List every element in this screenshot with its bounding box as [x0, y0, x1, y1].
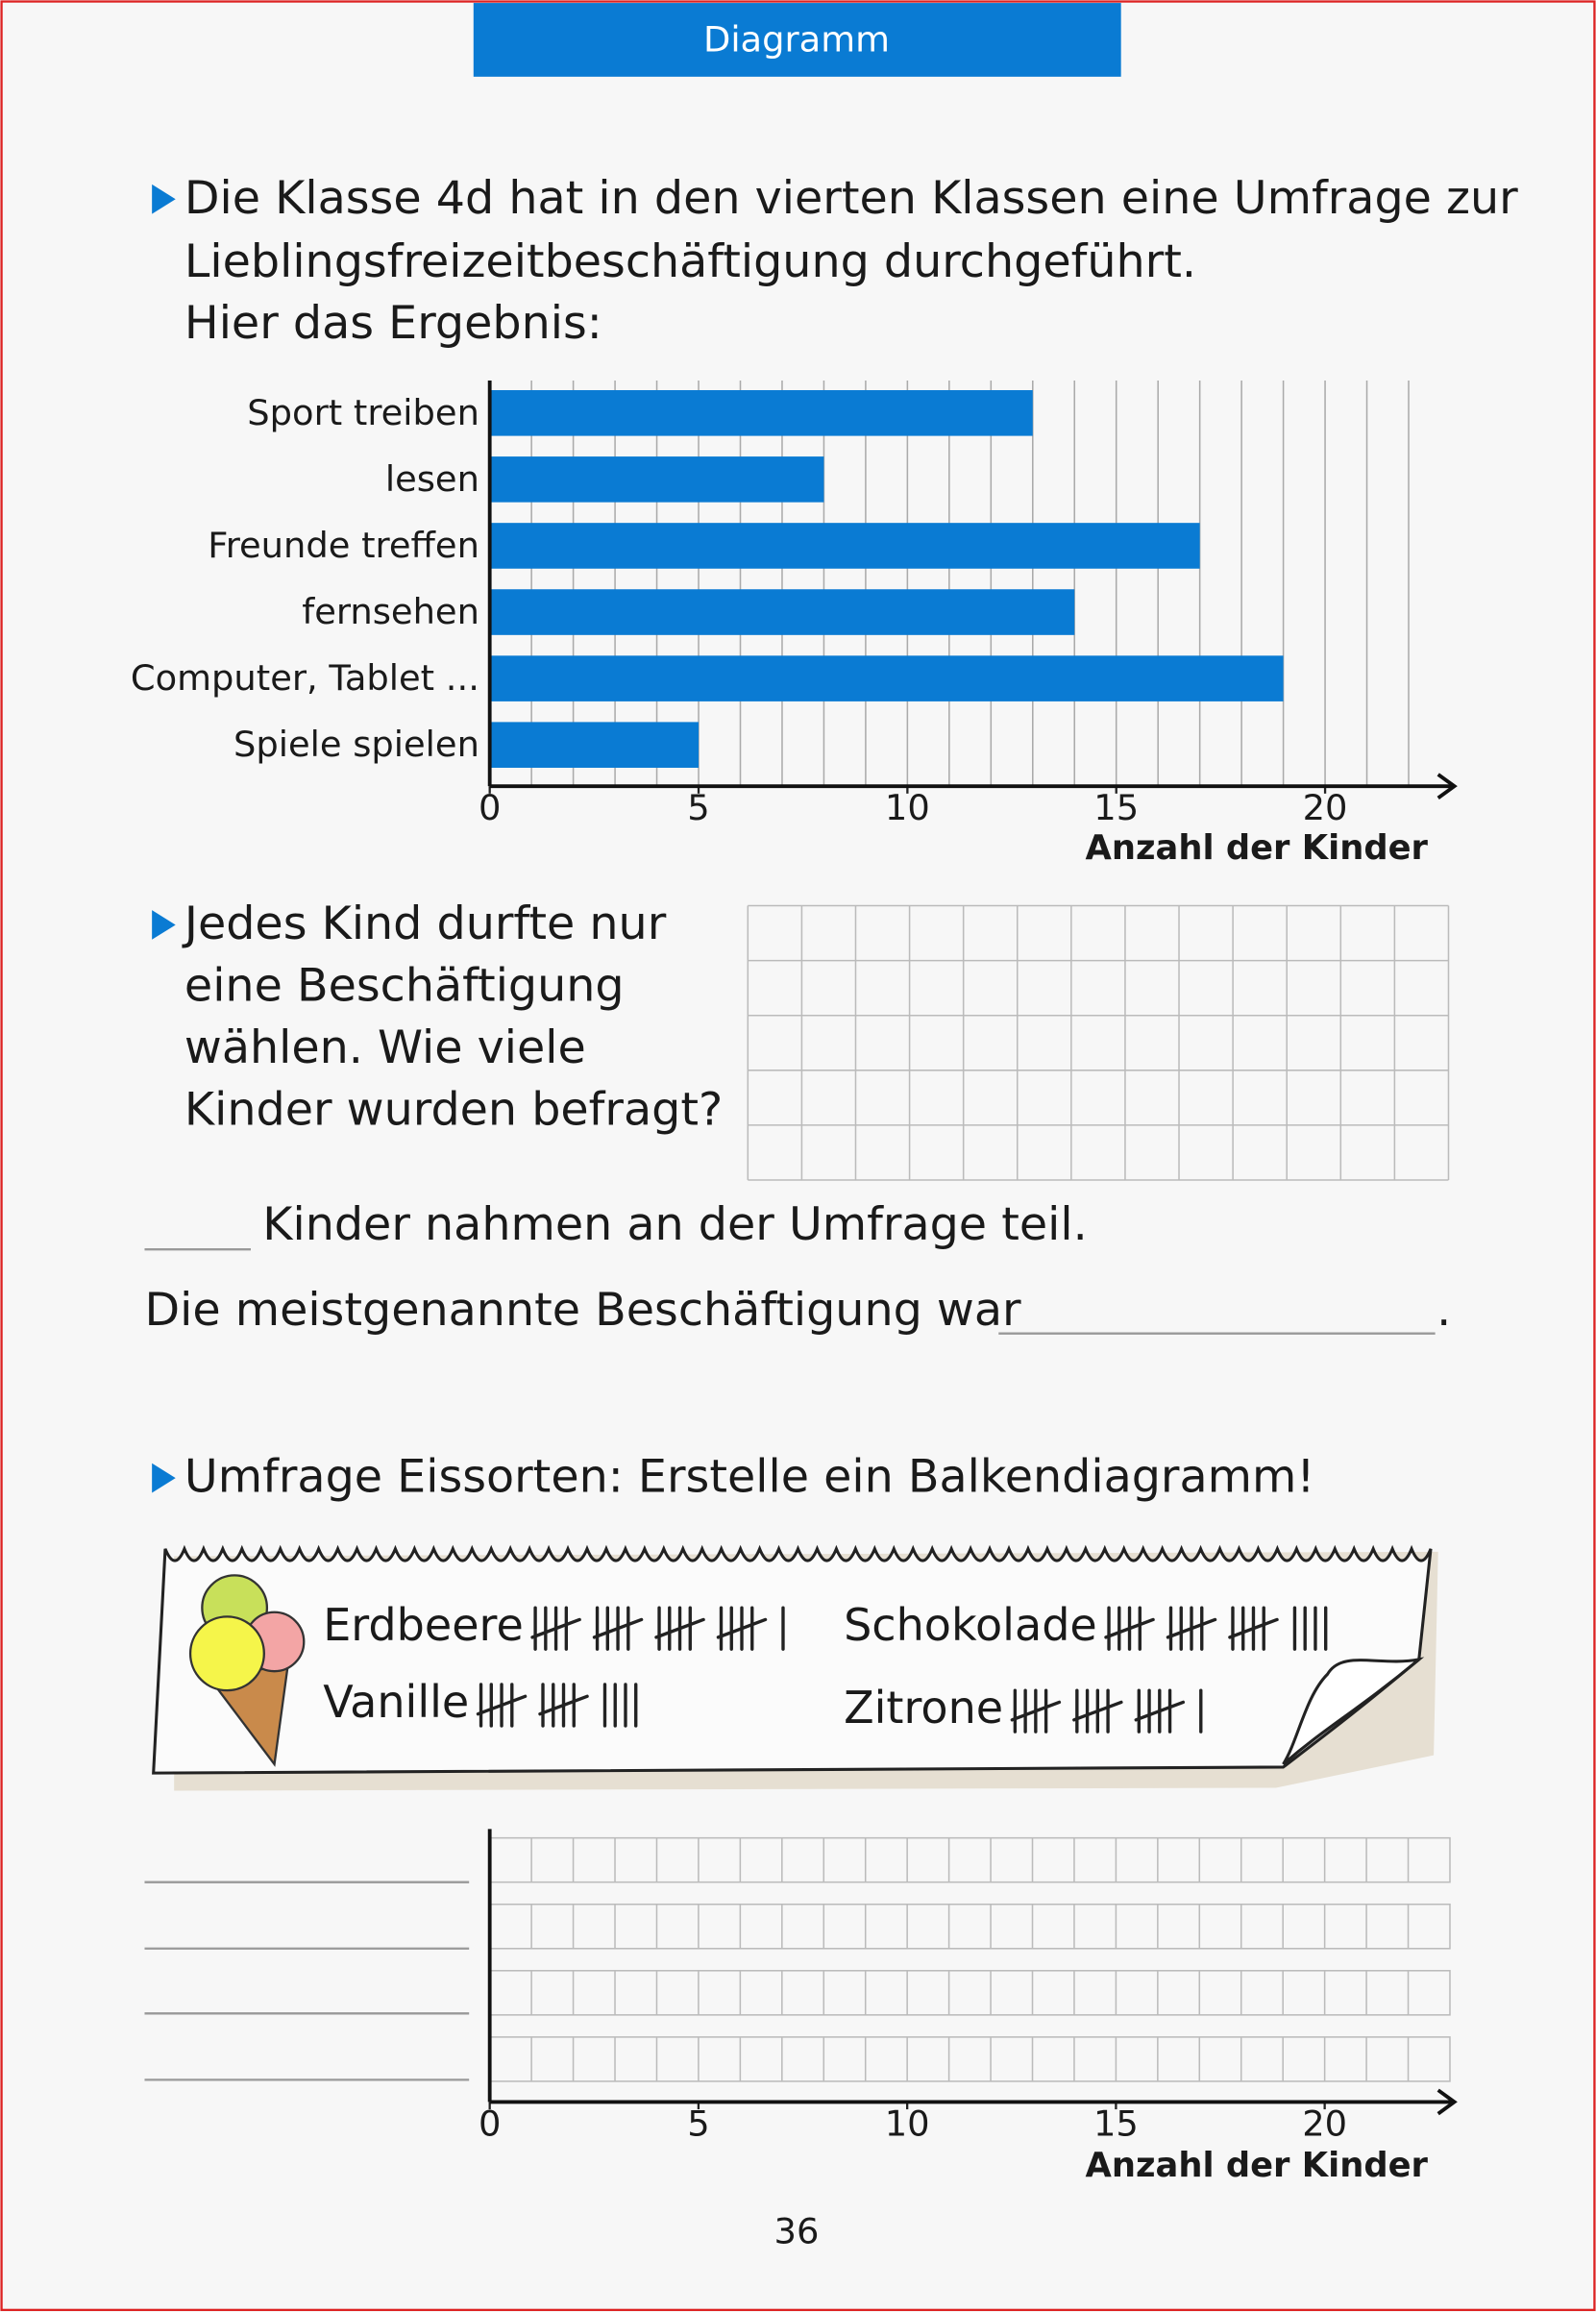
paper-curl [1282, 1657, 1425, 1766]
tally-label: Vanille [323, 1676, 469, 1728]
task-text: eine Beschäftigung [184, 959, 625, 1012]
tally-stroke [716, 1617, 768, 1639]
sentence: Kinder nahmen an der Umfrage teil. [262, 1198, 1087, 1251]
bullet [152, 184, 176, 214]
task-text: Kinder wurden befragt? [184, 1083, 723, 1136]
x-tick-label: 15 [1093, 787, 1139, 828]
bar [489, 523, 1200, 569]
tally-stroke [654, 1617, 705, 1639]
y-tick-label: Computer, Tablet ... [131, 657, 479, 699]
bar [489, 655, 1284, 701]
tally-stroke [530, 1617, 581, 1639]
bullet [152, 910, 176, 940]
axis-arrow [1436, 2088, 1458, 2116]
task-text: Lieblingsfreizeitbeschäftigung durchgefü… [184, 235, 1196, 288]
bar [489, 589, 1075, 635]
tally-label: Erdbeere [323, 1599, 524, 1651]
paper-note [152, 1544, 1433, 1775]
bar-chart: 0 5 10 15 20 Sport treiben lesen Freunde treffe… [131, 381, 1458, 868]
scoop [188, 1615, 265, 1692]
header-bar [473, 3, 1121, 77]
x-axis-label: Anzahl der Kinder [1086, 2146, 1429, 2185]
x-tick-label: 0 [479, 2103, 501, 2144]
y-tick-label: fernsehen [302, 591, 479, 632]
tally-marks [476, 1683, 638, 1728]
tally-stroke [1228, 1617, 1279, 1639]
y-tick-label: lesen [385, 458, 479, 500]
tallies: Erdbeere Schokolade Vanille Zitrone [323, 1599, 1328, 1734]
task-text: wählen. Wie viele [184, 1021, 586, 1074]
tally-label: Schokolade [844, 1599, 1097, 1651]
calc-grid [747, 904, 1450, 1181]
page-number: 36 [774, 2211, 820, 2252]
task-text: Die Klasse 4d hat in den vierten Klassen… [184, 172, 1518, 225]
tally-stroke [538, 1694, 589, 1716]
tally-stroke [592, 1617, 644, 1639]
tally-marks [1010, 1688, 1203, 1734]
tally-stroke [1166, 1617, 1217, 1639]
bullet [152, 1463, 176, 1493]
x-tick-label: 20 [1303, 787, 1348, 828]
y-tick-label: Spiele spielen [233, 724, 479, 765]
x-tick-label: 10 [885, 2103, 930, 2144]
bar [489, 722, 700, 768]
x-tick-label: 0 [479, 787, 501, 828]
sentence: . [1436, 1284, 1451, 1337]
tally-stroke [1072, 1700, 1123, 1722]
header-title: Diagramm [703, 18, 890, 60]
x-tick-label: 10 [885, 787, 930, 828]
task-text: Umfrage Eissorten: Erstelle ein Balkendi… [184, 1451, 1315, 1504]
tally-stroke [476, 1694, 528, 1716]
sentence: Die meistgenannte Beschäftigung war [144, 1284, 1021, 1337]
x-tick-label: 15 [1093, 2103, 1139, 2144]
y-tick-label: Sport treiben [247, 392, 479, 433]
bar [489, 390, 1033, 436]
y-tick-label: Freunde treffen [208, 525, 479, 566]
x-tick-label: 20 [1302, 2103, 1347, 2144]
tally-marks [1104, 1606, 1328, 1651]
tally-stroke [1134, 1700, 1186, 1722]
x-axis-label: Anzahl der Kinder [1086, 828, 1429, 868]
task-text: Jedes Kind durfte nur [182, 898, 667, 950]
tally-label: Zitrone [844, 1682, 1003, 1734]
tally-stroke [1104, 1617, 1155, 1639]
x-tick-label: 5 [687, 2103, 709, 2144]
axis-arrow [1436, 773, 1458, 800]
tally-marks [530, 1606, 785, 1651]
task-text: Hier das Ergebnis: [184, 297, 602, 350]
x-tick-label: 5 [687, 787, 709, 828]
bar [489, 456, 824, 503]
tally-stroke [1010, 1700, 1062, 1722]
